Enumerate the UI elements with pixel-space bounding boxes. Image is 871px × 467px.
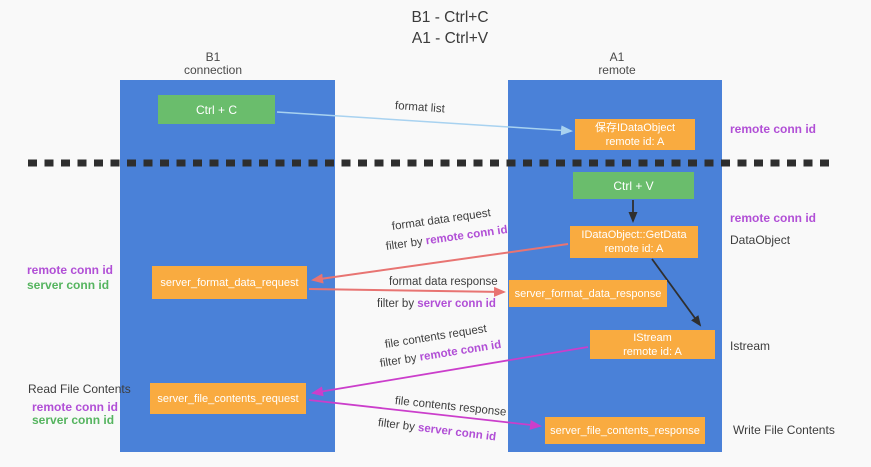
node-ctrl-v: Ctrl + V — [573, 172, 694, 199]
annotation-left-remote-conn-id-mid: remote conn id — [27, 263, 114, 277]
annotation-left-remote-conn-id-bottom: remote conn id — [32, 400, 119, 414]
node-server-file-contents-request-label: server_file_contents_request — [157, 392, 299, 405]
node-idataobject-getdata-line2: remote id: A — [604, 243, 664, 255]
node-istream: IStream remote id: A — [590, 330, 715, 359]
node-server-file-contents-response-label: server_file_contents_response — [550, 424, 700, 437]
format-data-response-arrow — [308, 286, 506, 297]
diagram-title-line1: B1 - Ctrl+C — [411, 9, 489, 26]
node-server-format-data-request: server_format_data_request — [152, 266, 307, 299]
annotation-remote-conn-id-top: remote conn id — [730, 122, 817, 136]
format-data-request-arrow — [311, 243, 569, 284]
node-idataobject-getdata-line1: IDataObject::GetData — [581, 229, 687, 241]
node-istream-line1: IStream — [633, 331, 672, 344]
node-save-idataobject-line1: 保存IDataObject — [594, 121, 676, 134]
node-ctrl-v-label: Ctrl + V — [613, 178, 654, 193]
annotation-read-file-contents: Read File Contents — [28, 382, 131, 396]
node-ctrl-c: Ctrl + C — [158, 95, 275, 124]
edge-label-format-data-response: format data response — [389, 276, 498, 288]
format-list-arrow — [276, 111, 573, 136]
node-server-file-contents-response: server_file_contents_response — [545, 417, 705, 444]
filter-by-text: filter by — [377, 298, 418, 310]
node-server-format-data-response-label: server_format_data_response — [514, 287, 662, 300]
node-istream-line2: remote id: A — [623, 345, 682, 358]
file-contents-request-arrow — [311, 346, 589, 397]
column-a1-subtitle: remote — [598, 63, 636, 77]
node-server-format-data-request-label: server_format_data_request — [160, 276, 299, 289]
column-header-b1: B1 connection — [153, 51, 273, 77]
node-server-format-data-response: server_format_data_response — [509, 280, 667, 307]
node-idataobject-getdata: IDataObject::GetData remote id: A — [570, 226, 698, 258]
annotation-left-server-conn-id-mid: server conn id — [27, 278, 110, 292]
annotation-write-file-contents: Write File Contents — [733, 423, 835, 437]
node-server-file-contents-request: server_file_contents_request — [150, 383, 306, 414]
diagram-title-line2: A1 - Ctrl+V — [411, 30, 489, 47]
annotation-left-server-conn-id-bottom: server conn id — [32, 413, 115, 427]
annotation-remote-conn-id-mid: remote conn id — [730, 211, 817, 225]
edge-label-filter-server-1: filter by server conn id — [377, 298, 496, 310]
node-save-idataobject: 保存IDataObject remote id: A — [575, 119, 695, 150]
column-b1-subtitle: connection — [183, 63, 243, 77]
node-ctrl-c-label: Ctrl + C — [195, 102, 237, 117]
annotation-istream: Istream — [730, 339, 771, 353]
server-conn-id-text: server conn id — [417, 298, 496, 310]
annotation-dataobject: DataObject — [730, 233, 791, 247]
column-a1-name: A1 — [609, 50, 625, 64]
diagram-title: B1 - Ctrl+C A1 - Ctrl+V — [320, 7, 580, 49]
file-contents-response-arrow — [308, 399, 542, 430]
getdata-to-istream-arrow — [651, 258, 702, 327]
node-save-idataobject-line2: remote id: A — [605, 135, 665, 148]
column-b1-name: B1 — [205, 50, 221, 64]
column-header-a1: A1 remote — [557, 51, 677, 77]
